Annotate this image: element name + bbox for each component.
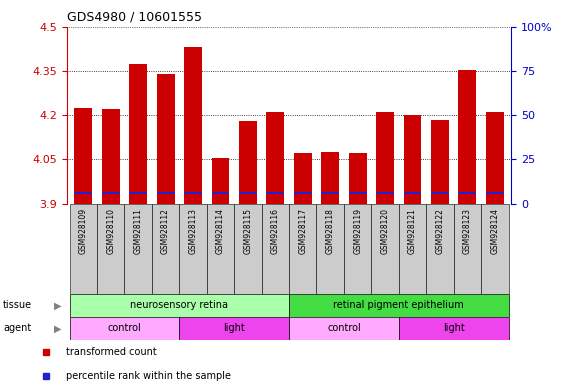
Text: GSM928114: GSM928114 xyxy=(216,208,225,254)
Bar xyxy=(129,192,147,194)
Bar xyxy=(124,204,152,294)
Text: GSM928123: GSM928123 xyxy=(463,208,472,254)
Text: tissue: tissue xyxy=(3,300,32,310)
Bar xyxy=(184,48,202,204)
Text: agent: agent xyxy=(3,323,31,333)
Bar xyxy=(404,115,421,204)
Text: light: light xyxy=(223,323,245,333)
Bar xyxy=(102,192,120,194)
Bar xyxy=(267,112,284,204)
Bar xyxy=(152,204,180,294)
Text: percentile rank within the sample: percentile rank within the sample xyxy=(66,371,231,381)
Bar xyxy=(458,192,476,194)
Text: GSM928122: GSM928122 xyxy=(435,208,444,254)
Bar xyxy=(70,204,97,294)
Bar xyxy=(294,154,311,204)
Text: control: control xyxy=(327,323,361,333)
Bar xyxy=(70,317,180,340)
Bar xyxy=(349,154,367,204)
Text: GSM928118: GSM928118 xyxy=(326,208,335,254)
Bar xyxy=(349,192,367,194)
Bar xyxy=(184,192,202,194)
Bar xyxy=(207,204,234,294)
Text: GSM928109: GSM928109 xyxy=(79,208,88,254)
Text: GSM928113: GSM928113 xyxy=(188,208,198,254)
Bar xyxy=(70,294,289,317)
Bar xyxy=(344,204,371,294)
Text: GSM928115: GSM928115 xyxy=(243,208,252,254)
Text: GSM928121: GSM928121 xyxy=(408,208,417,254)
Bar xyxy=(74,192,92,194)
Bar xyxy=(294,192,311,194)
Text: GSM928112: GSM928112 xyxy=(161,208,170,254)
Bar xyxy=(157,192,174,194)
Bar xyxy=(454,204,481,294)
Text: GSM928111: GSM928111 xyxy=(134,208,143,254)
Bar xyxy=(74,108,92,204)
Bar xyxy=(289,204,317,294)
Bar xyxy=(317,204,344,294)
Bar xyxy=(399,204,426,294)
Bar xyxy=(321,152,339,204)
Text: retinal pigment epithelium: retinal pigment epithelium xyxy=(333,300,464,310)
Text: light: light xyxy=(443,323,465,333)
Bar xyxy=(267,192,284,194)
Bar xyxy=(431,120,449,204)
Bar xyxy=(486,192,504,194)
Bar xyxy=(261,204,289,294)
Bar xyxy=(426,204,454,294)
Bar xyxy=(180,317,289,340)
Bar xyxy=(211,192,229,194)
Bar xyxy=(239,192,257,194)
Text: ▶: ▶ xyxy=(53,323,61,333)
Bar xyxy=(371,204,399,294)
Bar xyxy=(180,204,207,294)
Text: GSM928117: GSM928117 xyxy=(298,208,307,254)
Bar xyxy=(481,204,508,294)
Text: ▶: ▶ xyxy=(53,300,61,310)
Text: control: control xyxy=(107,323,141,333)
Text: GSM928110: GSM928110 xyxy=(106,208,115,254)
Bar xyxy=(289,317,399,340)
Bar xyxy=(321,192,339,194)
Bar xyxy=(97,204,124,294)
Bar xyxy=(376,192,394,194)
Text: GSM928116: GSM928116 xyxy=(271,208,280,254)
Bar xyxy=(129,64,147,204)
Bar xyxy=(404,192,421,194)
Bar xyxy=(431,192,449,194)
Bar xyxy=(458,70,476,204)
Bar xyxy=(157,74,174,204)
Text: neurosensory retina: neurosensory retina xyxy=(130,300,228,310)
Text: GSM928120: GSM928120 xyxy=(381,208,390,254)
Bar xyxy=(399,317,508,340)
Text: GDS4980 / 10601555: GDS4980 / 10601555 xyxy=(67,10,202,23)
Bar xyxy=(486,112,504,204)
Text: transformed count: transformed count xyxy=(66,347,157,357)
Bar xyxy=(234,204,261,294)
Bar xyxy=(376,112,394,204)
Bar xyxy=(102,109,120,204)
Text: GSM928119: GSM928119 xyxy=(353,208,362,254)
Bar xyxy=(239,121,257,204)
Text: GSM928124: GSM928124 xyxy=(490,208,499,254)
Bar xyxy=(289,294,508,317)
Bar xyxy=(211,158,229,204)
